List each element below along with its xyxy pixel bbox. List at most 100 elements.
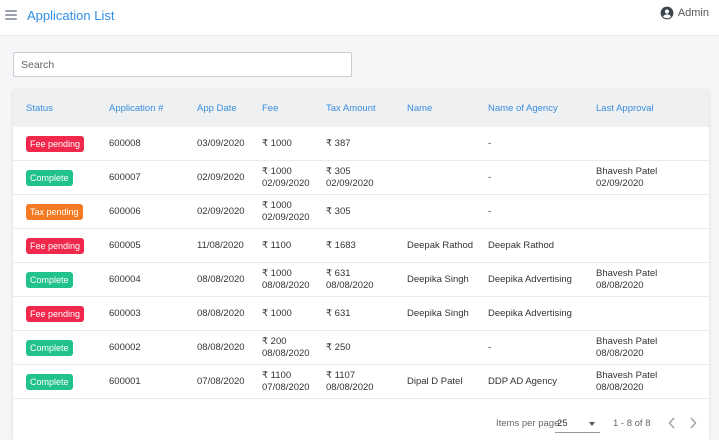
last-approval: Bhavesh Patel 08/08/2020 bbox=[596, 336, 657, 359]
table-header: Status Application # App Date Fee Tax Am… bbox=[13, 89, 709, 127]
last-approval-value: Bhavesh Patel bbox=[596, 166, 658, 177]
app-date: 08/08/2020 bbox=[197, 308, 245, 319]
column-header-status[interactable]: Status bbox=[26, 103, 53, 114]
tax-amount-value: ₹ 250 bbox=[326, 342, 351, 353]
last-approval-date: 08/08/2020 bbox=[596, 279, 644, 291]
applicant-name: Deepika Singh bbox=[407, 308, 469, 319]
column-header-tax-amount[interactable]: Tax Amount bbox=[326, 103, 376, 114]
applicant-name: Deepika Singh bbox=[407, 274, 469, 285]
app-date: 07/08/2020 bbox=[197, 376, 245, 387]
fee-value: ₹ 1000 bbox=[262, 268, 292, 279]
status-badge: Complete bbox=[26, 272, 73, 288]
paginator: Items per page: 25 1 - 8 of 8 bbox=[13, 407, 709, 440]
table-row[interactable]: Complete 600001 07/08/2020 ₹ 1100 07/08/2020… bbox=[13, 365, 709, 399]
user-name: Admin bbox=[677, 7, 709, 19]
status-badge: Fee pending bbox=[26, 306, 85, 322]
items-per-page-label: Items per page: bbox=[496, 418, 563, 429]
tax-amount-date: 02/09/2020 bbox=[326, 177, 374, 189]
agency-name: - bbox=[488, 206, 492, 217]
tax-amount-value: ₹ 305 bbox=[326, 166, 351, 177]
application-number: 600002 bbox=[109, 342, 141, 353]
column-header-application-number[interactable]: Application # bbox=[109, 103, 164, 114]
column-header-agency[interactable]: Name of Agency bbox=[488, 103, 558, 114]
app-date: 11/08/2020 bbox=[197, 240, 244, 251]
status-badge: Complete bbox=[26, 374, 73, 390]
last-approval-value: Bhavesh Patel bbox=[596, 268, 658, 279]
table-row[interactable]: Tax pending 600006 02/09/2020 ₹ 1000 02/09/2… bbox=[13, 195, 709, 229]
fee-value: ₹ 1000 bbox=[262, 200, 292, 211]
fee-value: ₹ 1000 bbox=[262, 166, 292, 177]
agency-name: DDP AD Agency bbox=[488, 376, 558, 387]
application-number: 600003 bbox=[109, 308, 141, 319]
user-menu[interactable]: Admin bbox=[660, 6, 709, 20]
tax-amount-date: 08/08/2020 bbox=[326, 279, 374, 291]
column-header-name[interactable]: Name bbox=[407, 103, 433, 114]
application-number: 600001 bbox=[109, 376, 141, 387]
tax-amount-value: ₹ 305 bbox=[326, 206, 351, 217]
application-number: 600006 bbox=[109, 206, 141, 217]
application-number: 600004 bbox=[109, 274, 141, 285]
tax-amount: ₹ 305 bbox=[326, 206, 351, 218]
last-approval-date: 08/08/2020 bbox=[596, 347, 644, 359]
tax-amount: ₹ 250 bbox=[326, 342, 351, 354]
fee-date: 08/08/2020 bbox=[262, 347, 310, 359]
status-badge: Complete bbox=[26, 170, 73, 186]
fee: ₹ 1000 bbox=[262, 308, 292, 320]
column-header-app-date[interactable]: App Date bbox=[197, 103, 237, 114]
status-badge: Fee pending bbox=[26, 136, 85, 152]
applicant-name: Dipal D Patel bbox=[407, 376, 463, 387]
next-page-button[interactable] bbox=[687, 416, 699, 430]
fee: ₹ 1000 02/09/2020 bbox=[262, 200, 310, 223]
agency-name: - bbox=[488, 342, 492, 353]
tax-amount-value: ₹ 1107 bbox=[326, 370, 356, 381]
column-header-fee[interactable]: Fee bbox=[262, 103, 279, 114]
items-per-page-value: 25 bbox=[557, 418, 568, 429]
hamburger-menu-icon[interactable] bbox=[5, 10, 17, 20]
last-approval-value: Bhavesh Patel bbox=[596, 336, 658, 347]
fee-value: ₹ 200 bbox=[262, 336, 287, 347]
tax-amount-value: ₹ 1683 bbox=[326, 240, 356, 251]
table-row[interactable]: Fee pending 600008 03/09/2020 ₹ 1000 ₹ 387 - bbox=[13, 127, 709, 161]
fee-date: 02/09/2020 bbox=[262, 211, 310, 223]
tax-amount-value: ₹ 631 bbox=[326, 308, 351, 319]
status-badge: Complete bbox=[26, 340, 73, 356]
status-badge: Tax pending bbox=[26, 204, 83, 220]
fee: ₹ 200 08/08/2020 bbox=[262, 336, 310, 359]
table-row[interactable]: Complete 600002 08/08/2020 ₹ 200 08/08/2020 ₹… bbox=[13, 331, 709, 365]
fee: ₹ 1000 02/09/2020 bbox=[262, 166, 310, 189]
app-date: 08/08/2020 bbox=[197, 342, 245, 353]
fee: ₹ 1100 bbox=[262, 240, 291, 252]
column-header-last-approval[interactable]: Last Approval bbox=[596, 103, 654, 114]
table-row[interactable]: Fee pending 600003 08/08/2020 ₹ 1000 ₹ 631 De… bbox=[13, 297, 709, 331]
application-number: 600007 bbox=[109, 172, 141, 183]
last-approval-value: Bhavesh Patel bbox=[596, 370, 658, 381]
agency-name: Deepika Advertising bbox=[488, 308, 572, 319]
tax-amount-value: ₹ 631 bbox=[326, 268, 351, 279]
search-input[interactable] bbox=[13, 52, 352, 77]
page-title: Application List bbox=[27, 8, 115, 23]
last-approval: Bhavesh Patel 08/08/2020 bbox=[596, 370, 657, 393]
tax-amount: ₹ 631 08/08/2020 bbox=[326, 268, 374, 291]
app-date: 03/09/2020 bbox=[197, 138, 245, 149]
fee-date: 07/08/2020 bbox=[262, 381, 310, 393]
agency-name: Deepika Advertising bbox=[488, 274, 572, 285]
table-row[interactable]: Complete 600007 02/09/2020 ₹ 1000 02/09/2020… bbox=[13, 161, 709, 195]
last-approval-date: 02/09/2020 bbox=[596, 177, 644, 189]
agency-name: - bbox=[488, 138, 492, 149]
fee: ₹ 1100 07/08/2020 bbox=[262, 370, 310, 393]
application-table: Status Application # App Date Fee Tax Am… bbox=[13, 89, 709, 440]
last-approval: Bhavesh Patel 08/08/2020 bbox=[596, 268, 657, 291]
items-per-page-select[interactable]: 25 bbox=[555, 413, 600, 433]
table-row[interactable]: Complete 600004 08/08/2020 ₹ 1000 08/08/2020… bbox=[13, 263, 709, 297]
app-date: 02/09/2020 bbox=[197, 172, 245, 183]
fee-value: ₹ 1000 bbox=[262, 308, 292, 319]
previous-page-button[interactable] bbox=[666, 416, 678, 430]
table-row[interactable]: Fee pending 600005 11/08/2020 ₹ 1100 ₹ 1683 D… bbox=[13, 229, 709, 263]
chevron-left-icon bbox=[668, 417, 675, 429]
app-date: 08/08/2020 bbox=[197, 274, 245, 285]
application-number: 600008 bbox=[109, 138, 141, 149]
status-badge: Fee pending bbox=[26, 238, 85, 254]
account-circle-icon bbox=[660, 6, 674, 20]
chevron-right-icon bbox=[690, 417, 697, 429]
page-range: 1 - 8 of 8 bbox=[613, 418, 651, 429]
